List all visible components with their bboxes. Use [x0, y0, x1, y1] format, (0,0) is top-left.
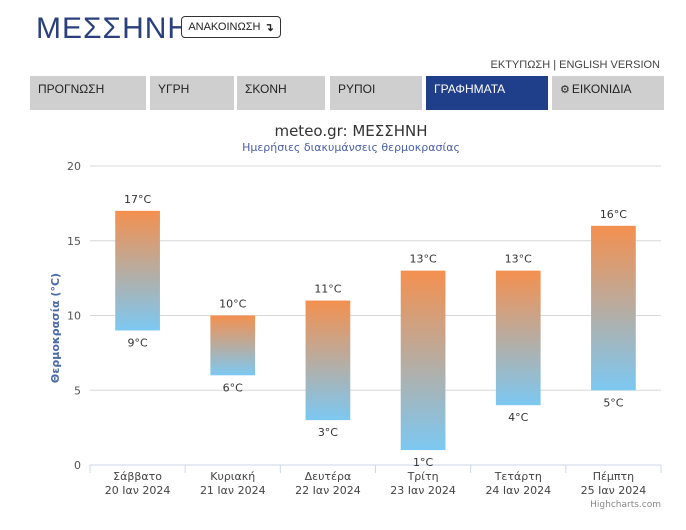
y-tick-label: 5	[74, 384, 81, 397]
link-separator: |	[553, 59, 557, 71]
main-tabs: ΠΡΟΓΝΩΣΗ ΥΓΡΗ ΣΚΟΝΗ ΡΥΠΟΙ ΓΡΑΦΗΜΑΤΑ ⚙ ΕΙΚ…	[30, 76, 664, 110]
tab-pollutants[interactable]: ΡΥΠΟΙ	[330, 76, 422, 110]
x-tick-label-day: Δευτέρα	[305, 470, 352, 483]
temperature-chart: meteo.gr: ΜΕΣΣΗΝΗ Ημερήσιες διακυμάνσεις…	[0, 112, 686, 526]
temperature-range-bar[interactable]	[591, 225, 636, 391]
english-version-link[interactable]: ENGLISH VERSION	[559, 59, 660, 71]
tab-label: ΓΡΑΦΗΜΑΤΑ	[434, 82, 506, 96]
low-temp-label: 9°C	[127, 336, 147, 349]
x-tick-label-date: 20 Ιαν 2024	[105, 484, 171, 497]
temperature-range-bar[interactable]	[115, 210, 160, 331]
y-axis-title: Θερμοκρασία (°C)	[49, 273, 62, 383]
high-temp-label: 17°C	[124, 193, 151, 206]
temperature-range-bar[interactable]	[210, 315, 256, 376]
tab-charts[interactable]: ΓΡΑΦΗΜΑΤΑ	[426, 76, 548, 110]
x-tick-label-day: Κυριακή	[210, 470, 255, 483]
tab-label: ΣΚΟΝΗ	[245, 82, 287, 96]
top-links: ΕΚΤΥΠΩΣΗ | ENGLISH VERSION	[491, 59, 660, 71]
temperature-range-bar[interactable]	[400, 270, 446, 451]
tab-label: ΕΙΚΟΝΙΔΙΑ	[571, 82, 632, 96]
highcharts-credit[interactable]: Highcharts.com	[590, 500, 661, 510]
tab-icons[interactable]: ⚙ ΕΙΚΟΝΙΔΙΑ	[552, 76, 664, 110]
y-tick-label: 20	[67, 160, 81, 173]
x-tick-label-day: Σάββατο	[113, 470, 162, 483]
chart-subtitle: Ημερήσιες διακυμάνσεις θερμοκρασίας	[242, 141, 460, 154]
y-tick-label: 0	[74, 459, 81, 472]
city-title: ΜΕΣΣΗΝΗ	[36, 12, 191, 45]
arrow-down-icon: ↴	[264, 21, 274, 34]
high-temp-label: 16°C	[600, 208, 627, 221]
high-temp-label: 13°C	[505, 253, 532, 266]
low-temp-label: 4°C	[508, 411, 528, 424]
temperature-range-bar[interactable]	[495, 270, 541, 406]
announcement-button[interactable]: ΑΝΑΚΟΙΝΩΣΗ ↴	[181, 16, 281, 38]
x-tick-label-date: 23 Ιαν 2024	[390, 484, 456, 497]
x-tick-label-date: 25 Ιαν 2024	[581, 484, 647, 497]
low-temp-label: 5°C	[603, 396, 623, 409]
low-temp-label: 3°C	[318, 426, 338, 439]
temperature-range-bar[interactable]	[305, 300, 351, 421]
low-temp-label: 6°C	[223, 381, 243, 394]
x-tick-label-day: Πέμπτη	[593, 470, 634, 483]
chart-svg: meteo.gr: ΜΕΣΣΗΝΗ Ημερήσιες διακυμάνσεις…	[49, 122, 662, 510]
x-tick-label-date: 24 Ιαν 2024	[485, 484, 551, 497]
x-tick-label-date: 21 Ιαν 2024	[200, 484, 266, 497]
high-temp-label: 13°C	[409, 253, 436, 266]
y-tick-label: 10	[67, 310, 81, 323]
tab-label: ΡΥΠΟΙ	[338, 82, 376, 96]
tab-label: ΠΡΟΓΝΩΣΗ	[38, 82, 105, 96]
high-temp-label: 11°C	[314, 283, 341, 296]
chart-title: meteo.gr: ΜΕΣΣΗΝΗ	[274, 122, 427, 140]
announcement-label: ΑΝΑΚΟΙΝΩΣΗ	[188, 21, 261, 33]
gear-icon: ⚙	[560, 84, 570, 96]
print-link[interactable]: ΕΚΤΥΠΩΣΗ	[490, 59, 551, 71]
tab-forecast[interactable]: ΠΡΟΓΝΩΣΗ	[30, 76, 146, 110]
tab-dust[interactable]: ΣΚΟΝΗ	[237, 76, 325, 110]
low-temp-label: 1°C	[413, 456, 433, 469]
y-tick-label: 15	[67, 235, 81, 248]
x-tick-label-date: 22 Ιαν 2024	[295, 484, 361, 497]
high-temp-label: 10°C	[219, 298, 246, 311]
tab-humidity[interactable]: ΥΓΡΗ	[150, 76, 234, 110]
x-tick-label-day: Τρίτη	[407, 470, 439, 483]
tab-label: ΥΓΡΗ	[158, 82, 190, 96]
x-tick-label-day: Τετάρτη	[494, 470, 542, 483]
